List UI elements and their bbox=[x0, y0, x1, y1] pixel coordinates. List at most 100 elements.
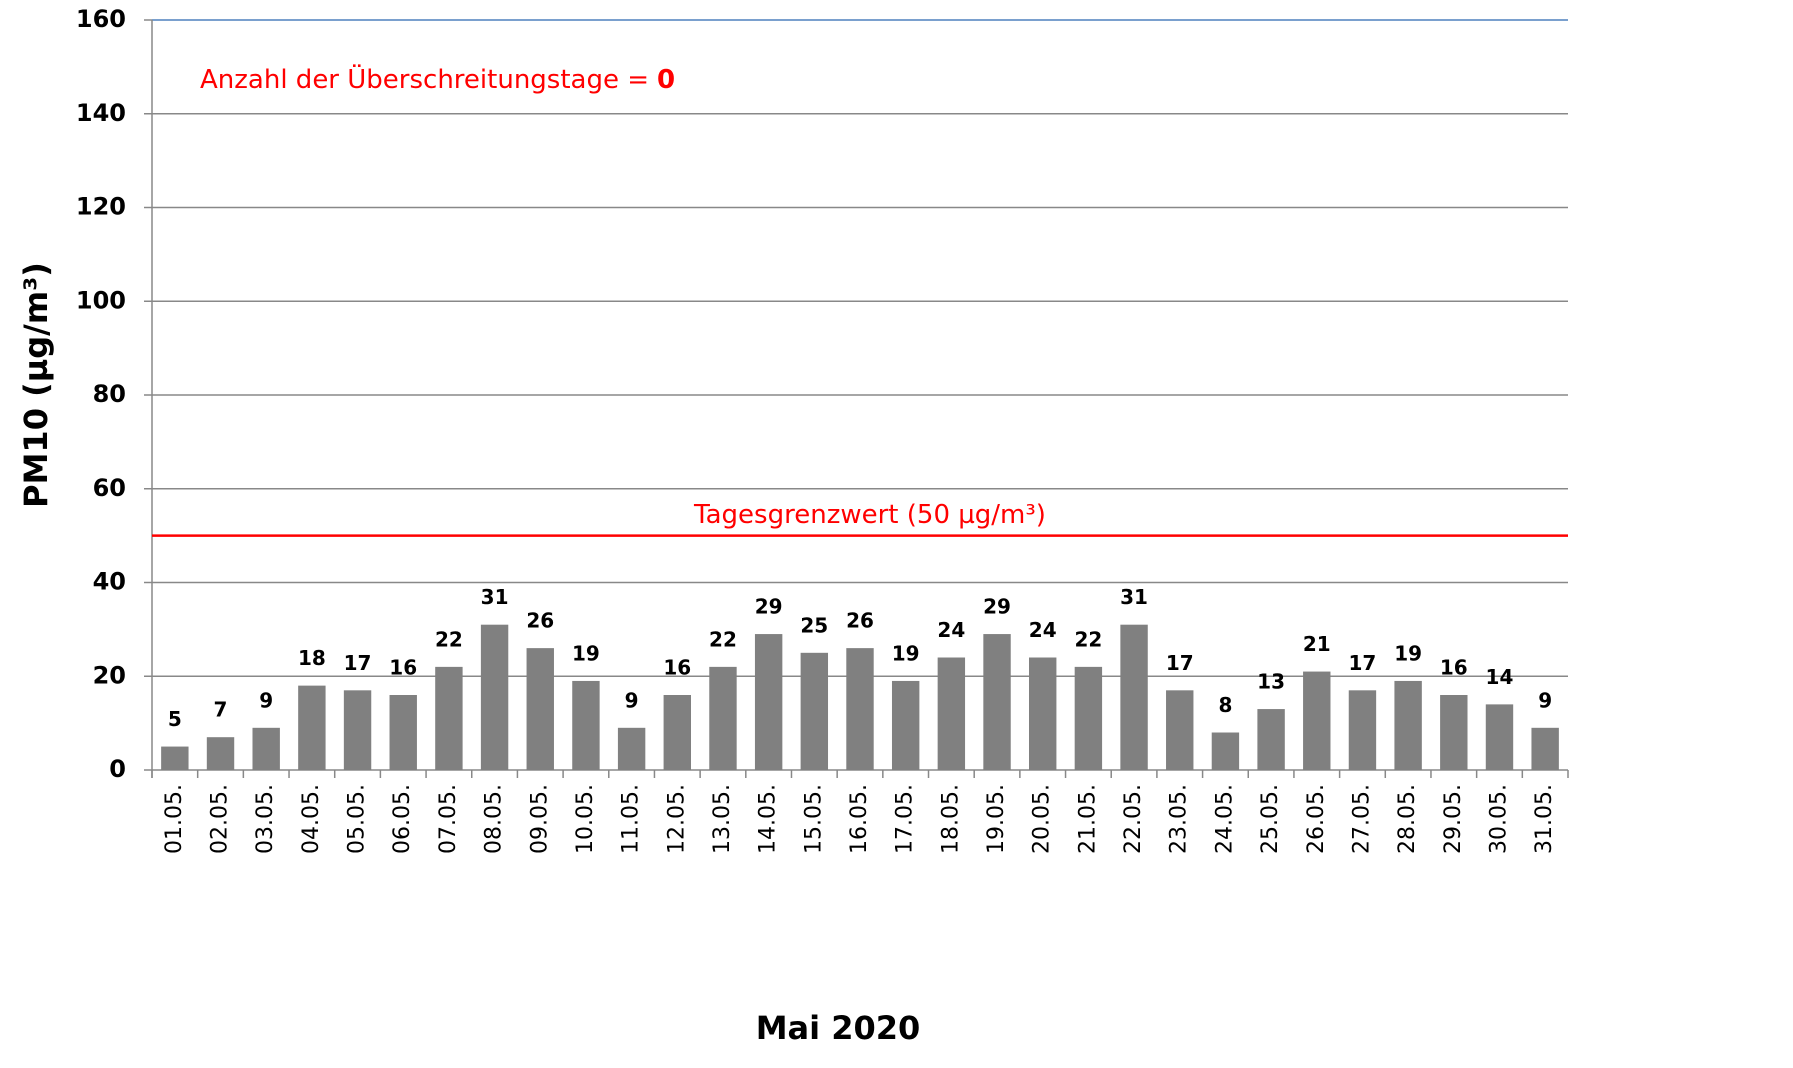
bar bbox=[1257, 709, 1285, 770]
x-tick-label: 09.05. bbox=[527, 784, 552, 854]
bar bbox=[480, 624, 509, 770]
x-tick-label: 23.05. bbox=[1167, 784, 1192, 854]
value-label: 13 bbox=[1257, 670, 1285, 694]
x-tick-label: 10.05. bbox=[573, 784, 598, 854]
bar bbox=[1211, 732, 1240, 770]
bar bbox=[1029, 657, 1057, 770]
bar bbox=[891, 680, 920, 770]
value-label: 9 bbox=[259, 688, 273, 712]
bar bbox=[206, 737, 235, 770]
value-label: 17 bbox=[1349, 651, 1377, 675]
x-tick-label: 22.05. bbox=[1121, 784, 1146, 854]
x-tick-label: 04.05. bbox=[299, 784, 324, 854]
x-tick-label: 21.05. bbox=[1075, 784, 1100, 854]
value-label: 17 bbox=[1166, 651, 1194, 675]
bar bbox=[526, 648, 554, 770]
value-label: 14 bbox=[1486, 665, 1514, 689]
bar bbox=[298, 685, 326, 770]
bar bbox=[983, 634, 1011, 770]
bar bbox=[1120, 624, 1148, 770]
value-label: 16 bbox=[663, 656, 691, 680]
value-label: 22 bbox=[1074, 627, 1102, 651]
x-tick-label: 01.05. bbox=[162, 784, 187, 854]
value-label: 24 bbox=[1029, 618, 1057, 642]
x-tick-label: 03.05. bbox=[253, 784, 278, 854]
bar bbox=[617, 727, 646, 770]
value-label: 18 bbox=[298, 646, 326, 670]
value-label: 22 bbox=[709, 627, 737, 651]
x-tick-label: 11.05. bbox=[619, 784, 644, 854]
x-tick-label: 15.05. bbox=[801, 784, 826, 854]
bar bbox=[389, 695, 417, 770]
bar bbox=[663, 695, 691, 770]
value-label: 8 bbox=[1218, 693, 1232, 717]
x-tick-label: 25.05. bbox=[1258, 784, 1283, 854]
y-tick-label: 40 bbox=[93, 568, 126, 596]
value-label: 24 bbox=[937, 618, 965, 642]
x-tick-label: 28.05. bbox=[1395, 784, 1420, 854]
x-tick-label: 17.05. bbox=[893, 784, 918, 854]
limit-label: Tagesgrenzwert (50 µg/m³) bbox=[693, 500, 1046, 530]
value-label: 16 bbox=[389, 656, 417, 680]
value-label: 16 bbox=[1440, 656, 1468, 680]
bar bbox=[252, 727, 280, 770]
value-label: 31 bbox=[481, 585, 509, 609]
y-tick-label: 140 bbox=[76, 99, 126, 127]
y-axis-label: PM10 (µg/m³) bbox=[17, 262, 55, 508]
value-label: 21 bbox=[1303, 632, 1331, 656]
x-tick-label: 18.05. bbox=[938, 784, 963, 854]
value-label: 19 bbox=[892, 641, 920, 665]
y-tick-label: 20 bbox=[93, 661, 126, 689]
bar bbox=[800, 652, 829, 770]
x-tick-label: 05.05. bbox=[345, 784, 370, 854]
bar bbox=[1440, 695, 1468, 770]
value-label: 25 bbox=[800, 613, 828, 637]
value-label: 26 bbox=[526, 609, 554, 633]
value-label: 31 bbox=[1120, 585, 1148, 609]
value-label: 29 bbox=[983, 595, 1011, 619]
value-label: 26 bbox=[846, 609, 874, 633]
x-tick-label: 19.05. bbox=[984, 784, 1009, 854]
value-label: 5 bbox=[168, 707, 182, 731]
x-tick-label: 12.05. bbox=[664, 784, 689, 854]
bar bbox=[435, 666, 463, 770]
annotation-count: 0 bbox=[657, 65, 675, 95]
x-tick-label: 13.05. bbox=[710, 784, 735, 854]
bar bbox=[161, 746, 189, 770]
bar bbox=[709, 666, 737, 770]
x-tick-label: 02.05. bbox=[208, 784, 233, 854]
y-tick-label: 100 bbox=[76, 286, 126, 314]
x-tick-label: 08.05. bbox=[482, 784, 507, 854]
bar bbox=[572, 680, 600, 770]
x-tick-label: 06.05. bbox=[390, 784, 415, 854]
y-tick-label: 0 bbox=[109, 755, 126, 783]
x-tick-label: 26.05. bbox=[1304, 784, 1329, 854]
annotation: Anzahl der Überschreitungstage = 0 bbox=[200, 63, 675, 95]
x-tick-label: 29.05. bbox=[1441, 784, 1466, 854]
x-tick-label: 20.05. bbox=[1030, 784, 1055, 854]
bar bbox=[937, 657, 966, 770]
value-label: 29 bbox=[755, 595, 783, 619]
value-label: 19 bbox=[1394, 641, 1422, 665]
x-tick-label: 31.05. bbox=[1532, 784, 1557, 854]
bar bbox=[1485, 704, 1514, 770]
bar bbox=[1348, 690, 1377, 770]
x-tick-label: 14.05. bbox=[756, 784, 781, 854]
x-tick-label: 30.05. bbox=[1486, 784, 1511, 854]
bar bbox=[1394, 680, 1422, 770]
x-tick-label: 07.05. bbox=[436, 784, 461, 854]
value-label: 19 bbox=[572, 641, 600, 665]
bar bbox=[1303, 671, 1331, 770]
bar bbox=[1531, 727, 1559, 770]
bar bbox=[343, 690, 372, 770]
bar bbox=[754, 634, 783, 770]
value-label: 9 bbox=[1538, 688, 1552, 712]
bar bbox=[1166, 690, 1194, 770]
x-tick-label: 16.05. bbox=[847, 784, 872, 854]
y-tick-label: 80 bbox=[93, 380, 126, 408]
value-label: 17 bbox=[344, 651, 372, 675]
value-label: 7 bbox=[214, 698, 228, 722]
value-label: 22 bbox=[435, 627, 463, 651]
value-label: 9 bbox=[625, 688, 639, 712]
